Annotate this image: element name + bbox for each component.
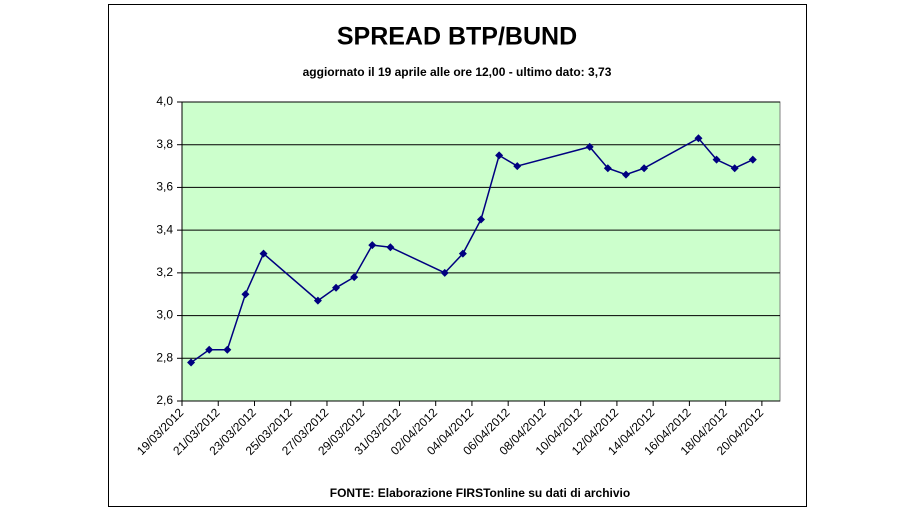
- data-point: [513, 162, 522, 171]
- data-point: [313, 296, 322, 305]
- y-tick-label: 3,4: [156, 222, 173, 236]
- data-point: [368, 241, 377, 250]
- data-point: [440, 268, 449, 277]
- y-tick-label: 4,0: [156, 94, 173, 108]
- data-point: [640, 164, 649, 173]
- data-point: [603, 164, 612, 173]
- y-tick-label: 2,8: [156, 350, 173, 364]
- data-point: [712, 155, 721, 164]
- y-tick-label: 3,6: [156, 180, 173, 194]
- source-note: FONTE: Elaborazione FIRSTonline su dati …: [330, 486, 630, 500]
- data-point: [458, 249, 467, 258]
- data-point: [694, 134, 703, 143]
- data-point: [621, 170, 630, 179]
- data-point: [477, 215, 485, 224]
- data-point: [205, 345, 214, 354]
- plot-area: [181, 101, 781, 402]
- chart-subtitle: aggiornato il 19 aprile alle ore 12,00 -…: [303, 65, 612, 79]
- y-tick-label: 3,8: [156, 137, 173, 151]
- data-point: [259, 249, 268, 258]
- data-point: [350, 273, 359, 282]
- data-point: [332, 283, 341, 292]
- data-point: [748, 155, 757, 164]
- data-point: [187, 358, 196, 367]
- data-point: [730, 164, 739, 173]
- data-point: [223, 345, 232, 354]
- data-point: [386, 243, 395, 252]
- data-point: [495, 151, 504, 160]
- y-tick-label: 2,6: [156, 393, 173, 407]
- data-point: [585, 142, 594, 151]
- y-tick-label: 3,2: [156, 265, 173, 279]
- data-point: [241, 290, 250, 299]
- chart-title: SPREAD BTP/BUND: [337, 23, 577, 51]
- y-tick-label: 3,0: [156, 308, 173, 322]
